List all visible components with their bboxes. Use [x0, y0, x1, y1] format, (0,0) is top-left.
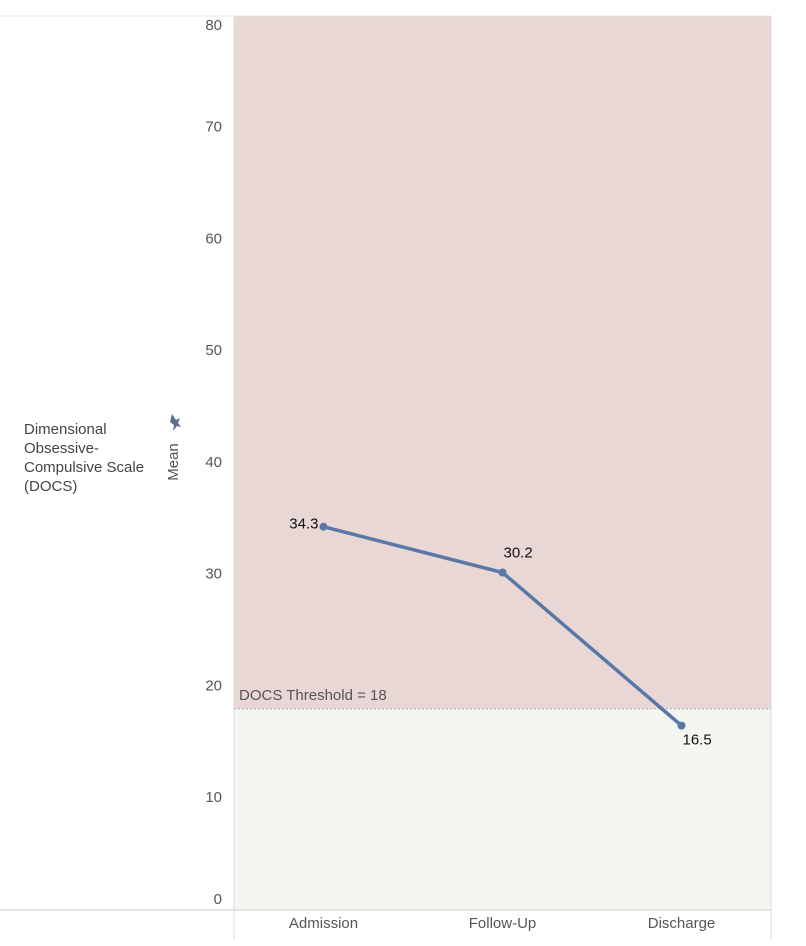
below-threshold-band: [234, 708, 771, 910]
y-tick-label: 10: [205, 789, 222, 806]
data-point: [498, 568, 507, 577]
reference-label: DOCS Threshold = 18: [239, 687, 387, 704]
data-point: [677, 721, 686, 730]
y-tick-label: 80: [205, 17, 222, 34]
y-tick-label: 40: [205, 454, 222, 471]
row-header: Dimensional Obsessive-Compulsive Scale (…: [24, 421, 145, 495]
x-tick-label: Admission: [289, 915, 358, 932]
y-tick-label: 70: [205, 119, 222, 136]
data-label: 34.3: [289, 516, 318, 533]
x-tick-label: Discharge: [648, 915, 716, 932]
y-tick-label: 30: [205, 566, 222, 583]
pin-icon: [170, 414, 181, 431]
y-tick-label: 50: [205, 342, 222, 359]
reference-label-bg: [236, 686, 416, 705]
above-threshold-band: [234, 16, 771, 709]
data-point: [319, 522, 328, 531]
y-tick-label: 20: [205, 677, 222, 694]
x-tick-label: Follow-Up: [469, 915, 537, 932]
y-axis-title: Mean: [165, 443, 182, 481]
data-label: 30.2: [504, 544, 533, 561]
data-label: 16.5: [683, 732, 712, 749]
y-tick-label: 60: [205, 230, 222, 247]
y-tick-label: 0: [214, 891, 222, 908]
